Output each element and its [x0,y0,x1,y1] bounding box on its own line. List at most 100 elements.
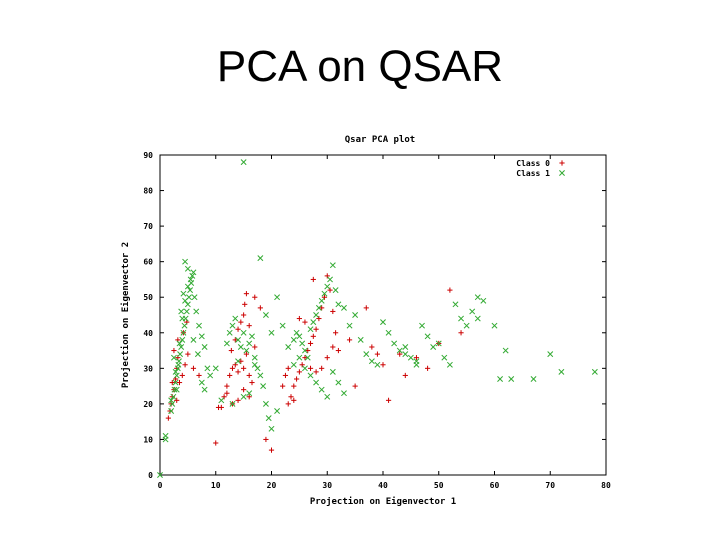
y-tick-label: 90 [143,151,153,160]
data-point [369,344,375,350]
data-point [333,330,339,336]
data-point [346,337,353,343]
data-point [179,336,186,343]
data-point [174,397,180,403]
data-point [293,376,300,382]
data-point [491,322,498,329]
data-point [313,326,319,332]
data-point [290,336,297,343]
data-point [246,372,252,379]
data-point [182,258,189,265]
data-point [329,262,336,269]
data-point [246,323,252,329]
data-point [446,361,453,368]
data-point [262,312,269,318]
data-point [232,362,238,368]
data-point [249,379,255,386]
data-point [180,329,187,336]
data-point [157,472,163,478]
y-tick-label: 20 [143,400,153,409]
data-point [173,376,179,382]
data-point [318,386,325,393]
data-point [201,344,208,350]
data-point [187,287,194,294]
data-point [241,365,247,371]
data-point [282,372,289,379]
data-point [385,329,392,336]
x-tick-label: 50 [434,481,444,490]
data-point [235,336,242,343]
data-point [184,265,191,272]
data-point [252,344,258,350]
y-tick-label: 10 [143,435,153,444]
x-tick-label: 30 [322,481,332,490]
data-point [391,340,398,347]
x-tick-label: 0 [158,481,163,490]
data-point [178,308,185,315]
data-point [502,347,509,354]
data-point [175,361,182,368]
data-point [441,354,448,361]
data-point [430,344,437,350]
data-point [413,358,420,365]
y-tick-label: 50 [143,293,153,302]
data-point [262,400,269,407]
data-point [218,404,224,411]
data-point [304,354,311,361]
data-point [402,372,408,379]
data-point [257,255,264,262]
data-point [374,361,381,368]
data-point [223,340,230,347]
data-point [243,351,250,357]
data-point [232,315,239,322]
data-point [324,273,330,279]
x-axis-label: Projection on Eigenvector 1 [310,496,456,507]
x-tick-label: 70 [545,481,555,490]
data-point [508,376,515,382]
data-point [193,308,200,315]
data-point [194,351,201,358]
x-tick-label: 40 [378,481,388,490]
data-point [204,365,211,372]
data-point [168,408,175,414]
data-point [324,355,330,361]
data-point [237,344,244,350]
data-point [263,436,269,443]
data-point [296,354,303,361]
data-point [190,336,197,343]
data-point [324,393,331,400]
data-point [240,329,247,336]
data-point [402,344,409,350]
data-point [212,365,219,372]
data-point [251,354,258,361]
data-point [497,376,504,382]
data-point [296,315,302,322]
data-point [232,337,238,343]
data-point [178,344,185,350]
data-point [249,333,255,340]
data-point [246,394,252,400]
data-point [182,297,189,304]
data-point [285,365,291,371]
data-point [268,329,275,336]
data-point [313,369,319,375]
data-point [274,408,281,414]
data-point [254,365,261,372]
data-point [169,379,175,386]
y-axis-label: Projection on Eigenvector 2 [120,242,131,388]
data-point [335,347,341,354]
data-point [419,322,425,329]
data-point [172,368,179,375]
data-point [181,322,188,329]
y-tick-label: 60 [143,258,153,267]
data-point [293,329,300,336]
data-point [227,372,233,379]
data-point [185,351,191,357]
data-point [184,301,191,308]
data-point [307,326,314,333]
y-tick-label: 40 [143,329,153,338]
data-point [241,387,247,393]
data-point [179,315,186,322]
data-point [324,283,331,290]
